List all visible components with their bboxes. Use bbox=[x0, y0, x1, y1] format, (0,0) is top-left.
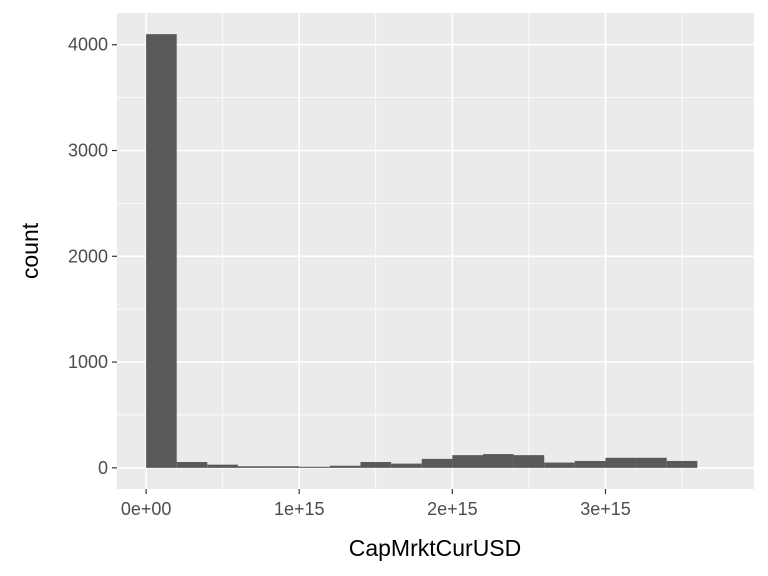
minor-gridlines bbox=[117, 13, 754, 489]
histogram-bar bbox=[605, 457, 637, 468]
x-tick-label: 1e+15 bbox=[274, 499, 325, 519]
y-tick-label: 4000 bbox=[68, 35, 108, 55]
histogram-bar bbox=[421, 458, 453, 468]
y-tick-label: 0 bbox=[98, 458, 108, 478]
plot-panel bbox=[117, 13, 754, 489]
y-tick-label: 3000 bbox=[68, 141, 108, 161]
histogram-bar bbox=[237, 466, 269, 468]
histogram-bar bbox=[207, 464, 238, 468]
histogram-bar bbox=[299, 466, 330, 468]
histogram-bar bbox=[666, 460, 698, 468]
histogram-bar bbox=[360, 462, 392, 468]
histogram-bar bbox=[452, 455, 483, 468]
y-axis-title: count bbox=[17, 222, 43, 279]
y-axis-ticks: 0 1000 2000 3000 4000 bbox=[68, 35, 117, 478]
y-tick-label: 1000 bbox=[68, 352, 108, 372]
histogram-bar bbox=[513, 455, 545, 468]
x-tick-label: 3e+15 bbox=[580, 499, 631, 519]
histogram-bars bbox=[146, 34, 698, 468]
x-tick-label: 2e+15 bbox=[427, 499, 478, 519]
histogram-bar bbox=[176, 462, 208, 468]
x-axis-ticks: 0e+00 1e+15 2e+15 3e+15 bbox=[121, 489, 631, 519]
x-tick-label: 0e+00 bbox=[121, 499, 172, 519]
y-tick-label: 2000 bbox=[68, 246, 108, 266]
histogram-bar bbox=[329, 465, 361, 468]
x-axis-title: CapMrktCurUSD bbox=[349, 535, 522, 561]
histogram-bar bbox=[544, 462, 575, 468]
histogram-bar bbox=[482, 454, 514, 468]
histogram-bar bbox=[146, 34, 177, 468]
histogram-bar bbox=[574, 460, 606, 468]
histogram-bar bbox=[391, 463, 422, 468]
histogram-bar bbox=[636, 457, 667, 468]
histogram-bar bbox=[268, 466, 300, 468]
